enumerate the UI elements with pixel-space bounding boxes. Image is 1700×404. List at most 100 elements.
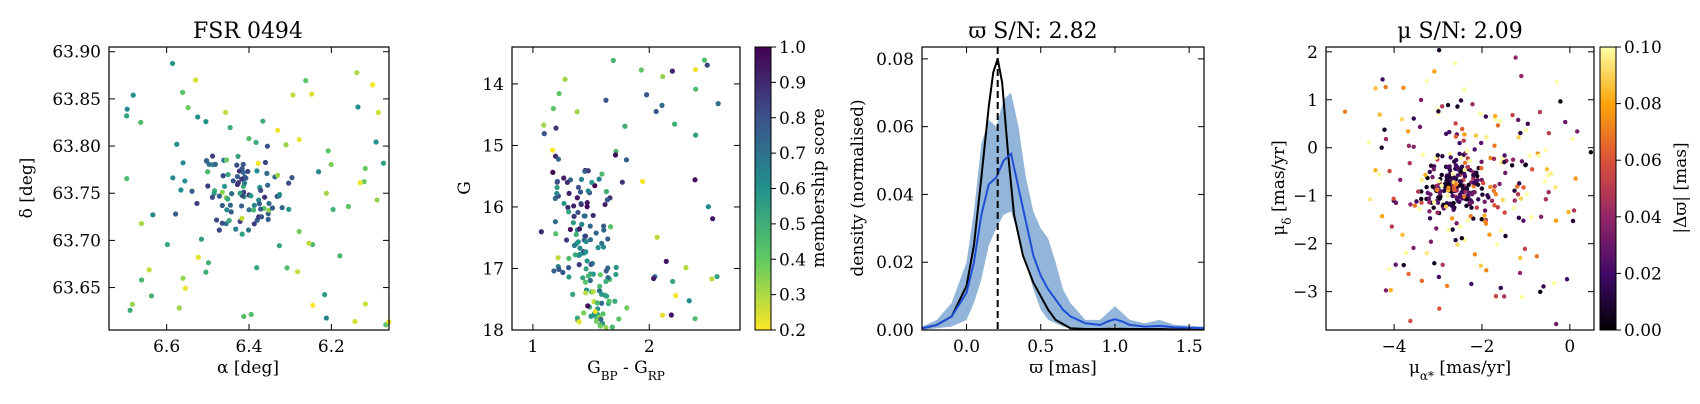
sky-point (239, 215, 245, 221)
sky-point (226, 218, 232, 224)
sky-point (269, 205, 276, 211)
pm-point (1479, 165, 1484, 171)
cmd-point (541, 122, 547, 128)
pm-title: μ S/N: 2.09 (1397, 19, 1523, 44)
cmd-point (553, 231, 559, 237)
sky-ticks: 6.6 6.4 6.2 63.65 63.70 63.75 63.80 63.85 63.90 (52, 43, 389, 357)
sky-point (230, 178, 236, 184)
cmd-point (578, 176, 585, 182)
pm-point (1470, 102, 1475, 107)
pm-point (1455, 167, 1461, 172)
cmd-point (589, 179, 595, 186)
pm-point (1418, 97, 1424, 103)
sky-point (220, 173, 226, 179)
sky-point (352, 318, 358, 325)
parallax-cluster-line (921, 58, 1204, 331)
sky-ytick-label: 63.65 (52, 279, 101, 299)
pm-point (1427, 200, 1432, 205)
pm-point (1541, 284, 1546, 289)
sky-point (283, 142, 289, 148)
pm-ytick-label: −1 (1293, 187, 1318, 207)
cmd-ticks: 1 2 14 15 16 17 18 (482, 47, 740, 357)
pm-point (1563, 119, 1568, 125)
parallax-ylabel: density (normalised) (848, 99, 868, 276)
cmd-point (587, 237, 594, 243)
cmd-point (582, 279, 589, 285)
pm-point (1407, 160, 1412, 166)
plx-xtick-label: 1.0 (1101, 337, 1128, 357)
sky-point (176, 305, 182, 311)
pm-ytick-label: 2 (1307, 43, 1318, 63)
pm-point (1537, 109, 1543, 115)
pm-point (1458, 194, 1463, 200)
cmd-point (603, 293, 610, 299)
pm-point (1487, 232, 1492, 237)
pm-point (1543, 148, 1548, 153)
sky-point (198, 236, 205, 242)
pm-point (1502, 159, 1507, 165)
pm-point (1521, 218, 1526, 223)
pm-point (1494, 242, 1500, 247)
cmd-point (612, 298, 618, 304)
cmd-point (581, 213, 587, 219)
sky-point (194, 200, 200, 207)
cmd-point (574, 109, 580, 115)
pm-point (1516, 215, 1522, 220)
pm-point (1471, 173, 1476, 178)
pm-point (1439, 183, 1444, 188)
sky-point (310, 302, 316, 308)
parallax-frame (921, 46, 1205, 331)
sky-point (294, 269, 301, 275)
pm-point (1566, 209, 1571, 215)
pm-point (1529, 167, 1535, 172)
cmd-point (653, 108, 659, 115)
sky-point (330, 206, 336, 213)
sky-point (174, 141, 180, 147)
cmd-point (554, 190, 560, 197)
pm-point (1449, 216, 1455, 221)
pm-point (1436, 47, 1442, 53)
cmd-point (587, 277, 593, 284)
pm-point (1448, 155, 1453, 160)
cmd-point (651, 275, 657, 282)
cmd-point (585, 273, 592, 279)
pm-point (1377, 172, 1382, 177)
sky-point (229, 191, 235, 197)
pm-point (1408, 318, 1413, 324)
sky-point (245, 168, 251, 175)
pm-point (1428, 192, 1433, 197)
cmd-point (644, 92, 650, 98)
sky-point (296, 228, 302, 235)
pm-point (1445, 176, 1451, 182)
cmd-point (554, 184, 560, 191)
cmd-point (603, 97, 609, 103)
pm-point (1488, 155, 1493, 161)
cmd-point (549, 147, 556, 153)
sky-point (138, 220, 145, 227)
sky-point (223, 157, 230, 163)
pm-point (1455, 173, 1461, 178)
colorbar-tick-label: 0.6 (779, 180, 806, 200)
cmd-point (623, 157, 630, 163)
cmd-point (659, 312, 666, 318)
pm-point (1436, 274, 1442, 280)
pm-point (1495, 123, 1501, 128)
cmd-frame (511, 46, 741, 331)
pm-point (1475, 173, 1480, 179)
pm-point (1512, 188, 1517, 193)
cmd-point (566, 209, 572, 215)
pm-point (1570, 136, 1575, 142)
cmd-point (709, 276, 715, 282)
pm-point (1450, 227, 1455, 232)
pm-xtick-label: 0 (1564, 337, 1575, 357)
pm-point (1523, 127, 1529, 133)
cmd-point (563, 237, 570, 243)
cmd-point (585, 168, 591, 174)
pm-point (1435, 210, 1440, 215)
sky-ytick-label: 63.70 (52, 231, 101, 251)
pm-point (1522, 246, 1528, 252)
pm-point (1492, 143, 1497, 148)
cmd-point (601, 227, 607, 233)
sky-point (328, 161, 334, 168)
